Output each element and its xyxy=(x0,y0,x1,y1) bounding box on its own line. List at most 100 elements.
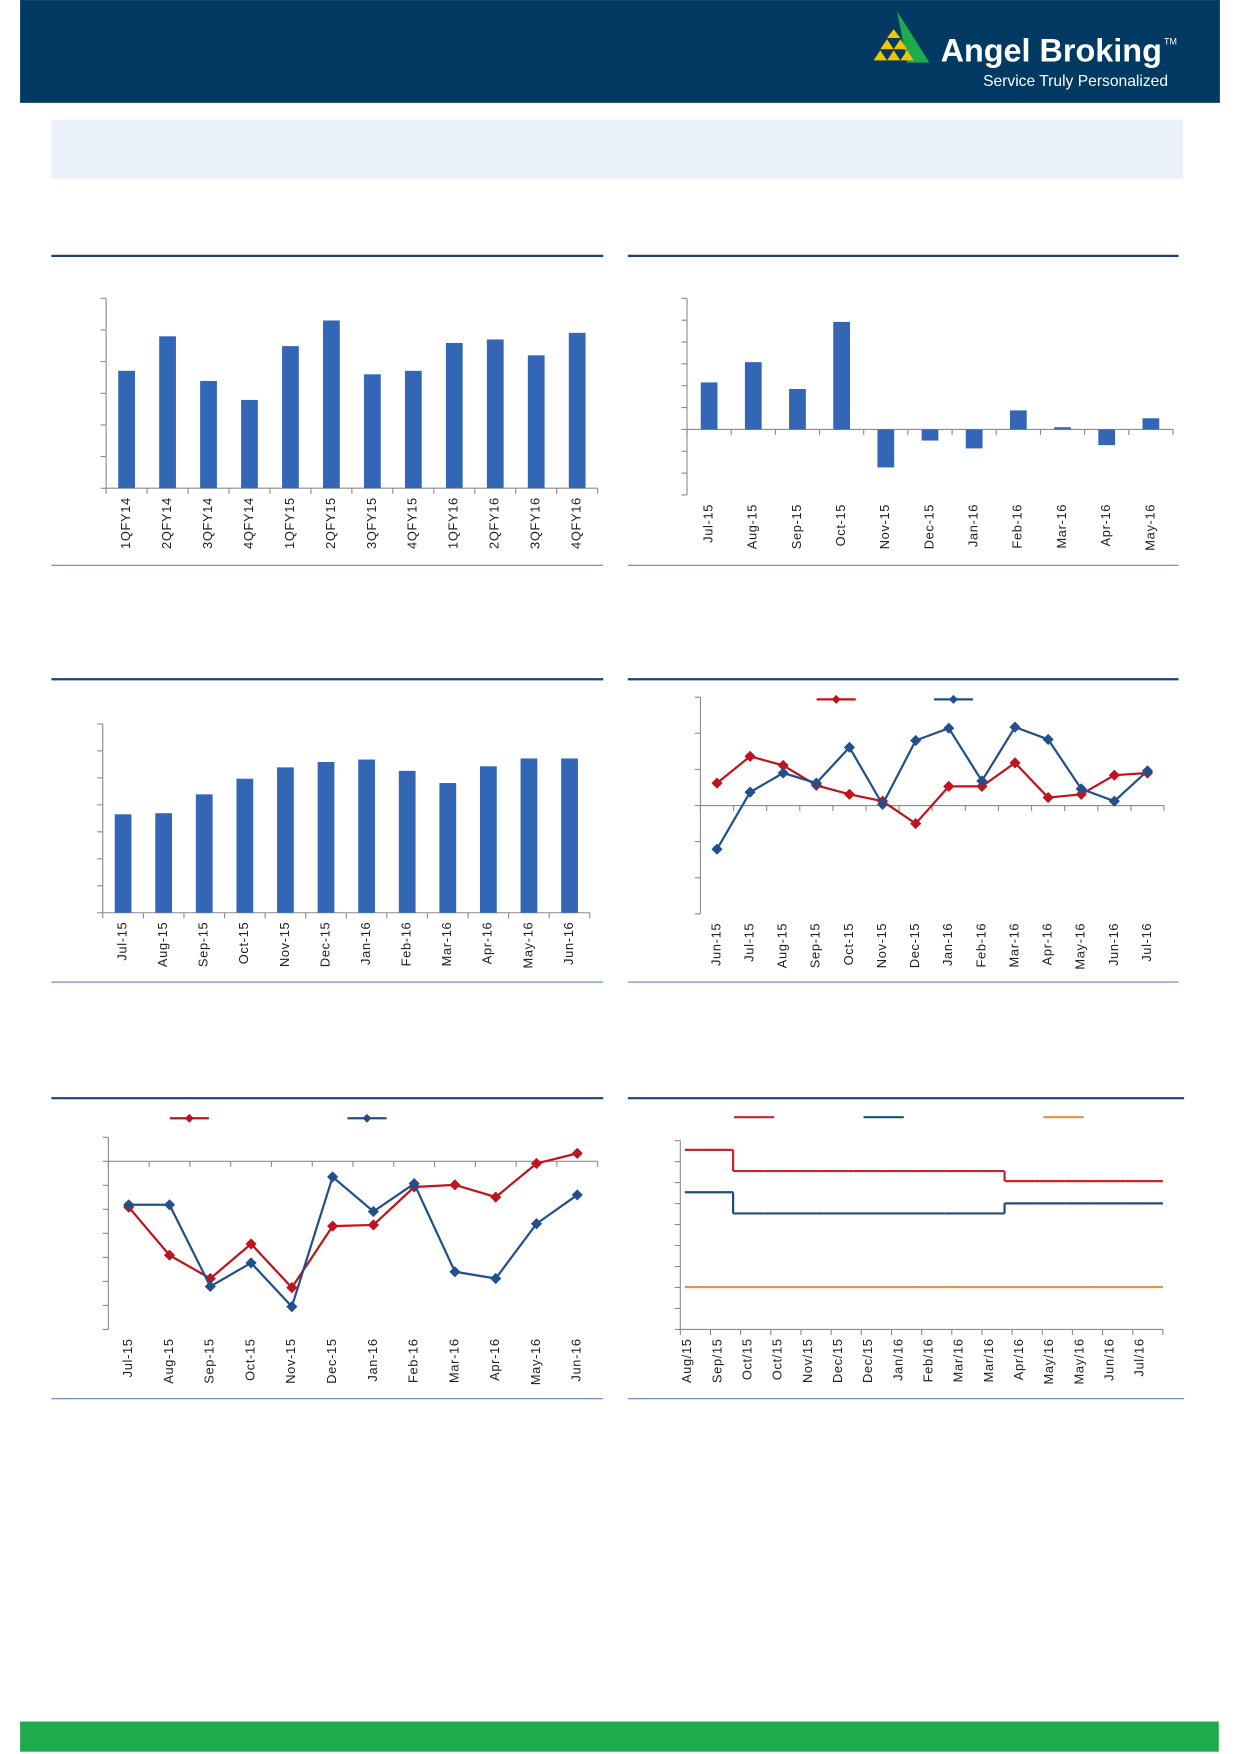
x-tick-label: May/16 xyxy=(1071,1338,1086,1384)
bar xyxy=(700,382,718,430)
point-marker xyxy=(163,1199,176,1211)
x-tick-label: Feb-16 xyxy=(406,1338,421,1383)
x-tick-label: May/16 xyxy=(1041,1338,1056,1384)
x-tick-label: Sep-15 xyxy=(202,1338,217,1383)
x-tick-label: Sep/15 xyxy=(709,1338,724,1383)
point-marker xyxy=(843,788,856,800)
x-tick-label: Oct-15 xyxy=(236,922,251,965)
point-marker xyxy=(571,1147,583,1159)
footer-band xyxy=(20,1721,1219,1752)
x-tick-label: Mar/16 xyxy=(951,1338,966,1382)
bar xyxy=(317,761,335,913)
x-tick-label: Dec-15 xyxy=(317,922,332,967)
point-marker xyxy=(1009,721,1021,733)
x-tick-label: Jan-16 xyxy=(365,1338,380,1381)
x-tick-label: Jul/16 xyxy=(1132,1338,1147,1376)
x-tick-label: Oct-15 xyxy=(841,923,856,966)
x-tick-label: Mar-16 xyxy=(1006,923,1021,968)
point-marker xyxy=(327,1171,339,1183)
x-tick-label: Dec/15 xyxy=(860,1338,875,1383)
x-tick-label: Feb-16 xyxy=(973,923,988,968)
point-marker xyxy=(449,1266,461,1278)
x-tick-label: 4QFY16 xyxy=(569,497,584,549)
bar xyxy=(358,759,375,913)
x-tick-label: Feb-16 xyxy=(1010,504,1025,549)
point-marker xyxy=(744,786,756,798)
point-marker xyxy=(204,1280,216,1293)
x-tick-label: Dec-15 xyxy=(907,923,922,968)
x-tick-label: Dec/15 xyxy=(830,1338,845,1383)
bar xyxy=(877,429,895,468)
x-tick-label: Jul-15 xyxy=(120,1338,135,1377)
point-marker xyxy=(910,817,922,830)
point-marker xyxy=(777,759,789,771)
x-tick-label: Aug/15 xyxy=(679,1338,694,1383)
point-marker xyxy=(490,1191,502,1203)
x-tick-label: Nov-15 xyxy=(874,923,889,968)
x-tick-label: Mar/16 xyxy=(981,1338,996,1382)
x-tick-label: Aug-15 xyxy=(775,923,790,968)
point-marker xyxy=(1141,765,1154,777)
x-tick-label: Feb/16 xyxy=(921,1338,936,1382)
bar xyxy=(159,336,176,489)
bar xyxy=(200,380,217,489)
x-tick-label: May-16 xyxy=(520,922,535,969)
header-band xyxy=(20,0,1220,103)
x-tick-label: Mar-16 xyxy=(1054,504,1069,549)
legend-marker xyxy=(831,694,841,704)
x-tick-label: Apr-16 xyxy=(480,922,495,965)
x-tick-label: Sep-15 xyxy=(808,923,823,968)
x-tick-label: Nov-15 xyxy=(277,922,292,967)
point-marker xyxy=(1108,795,1120,807)
x-tick-label: Nov-15 xyxy=(877,504,892,549)
bar xyxy=(1009,410,1027,430)
bar xyxy=(1142,418,1160,430)
x-tick-label: Jul-15 xyxy=(741,923,756,962)
x-tick-label: Oct-15 xyxy=(242,1338,257,1381)
bar xyxy=(833,321,851,430)
point-marker xyxy=(1075,783,1087,795)
x-tick-label: Jan/16 xyxy=(890,1338,905,1381)
series-line xyxy=(716,725,1149,850)
point-marker xyxy=(910,734,922,747)
point-marker xyxy=(777,767,789,779)
x-tick-label: Jun-16 xyxy=(1106,923,1121,966)
x-tick-label: Jul-15 xyxy=(114,922,129,961)
point-marker xyxy=(530,1157,543,1170)
x-tick-label: Nov/15 xyxy=(800,1338,815,1383)
x-tick-label: May-16 xyxy=(528,1338,543,1385)
bar xyxy=(241,399,258,489)
bar xyxy=(363,374,381,489)
x-tick-label: Feb-16 xyxy=(399,922,414,967)
x-tick-label: Nov-15 xyxy=(283,1338,298,1383)
x-tick-label: Jun-16 xyxy=(561,922,576,965)
bar xyxy=(789,388,806,430)
point-marker xyxy=(530,1218,543,1230)
x-tick-label: Oct/15 xyxy=(740,1338,755,1380)
x-tick-label: 4QFY14 xyxy=(241,497,256,549)
bar xyxy=(1054,427,1071,430)
bar xyxy=(398,770,416,913)
bar xyxy=(114,814,132,913)
x-tick-label: Jun-15 xyxy=(708,923,723,966)
x-tick-label: 2QFY16 xyxy=(487,497,502,549)
series-line xyxy=(127,1152,578,1290)
x-tick-label: Aug-15 xyxy=(161,1338,176,1383)
title-band xyxy=(51,119,1184,179)
x-tick-label: 3QFY15 xyxy=(364,497,379,549)
x-tick-label: May-16 xyxy=(1073,923,1088,970)
legend-marker xyxy=(184,1113,194,1123)
x-tick-label: Apr/16 xyxy=(1011,1338,1026,1380)
x-tick-label: 1QFY15 xyxy=(282,497,297,549)
bar xyxy=(921,429,939,441)
bar xyxy=(568,332,586,489)
bar xyxy=(195,794,213,913)
x-tick-label: 3QFY16 xyxy=(528,497,543,549)
bar xyxy=(236,778,254,913)
legend-marker xyxy=(362,1113,372,1123)
trademark: TM xyxy=(1164,37,1177,47)
x-tick-label: Dec-15 xyxy=(324,1338,339,1383)
point-marker xyxy=(449,1179,461,1191)
